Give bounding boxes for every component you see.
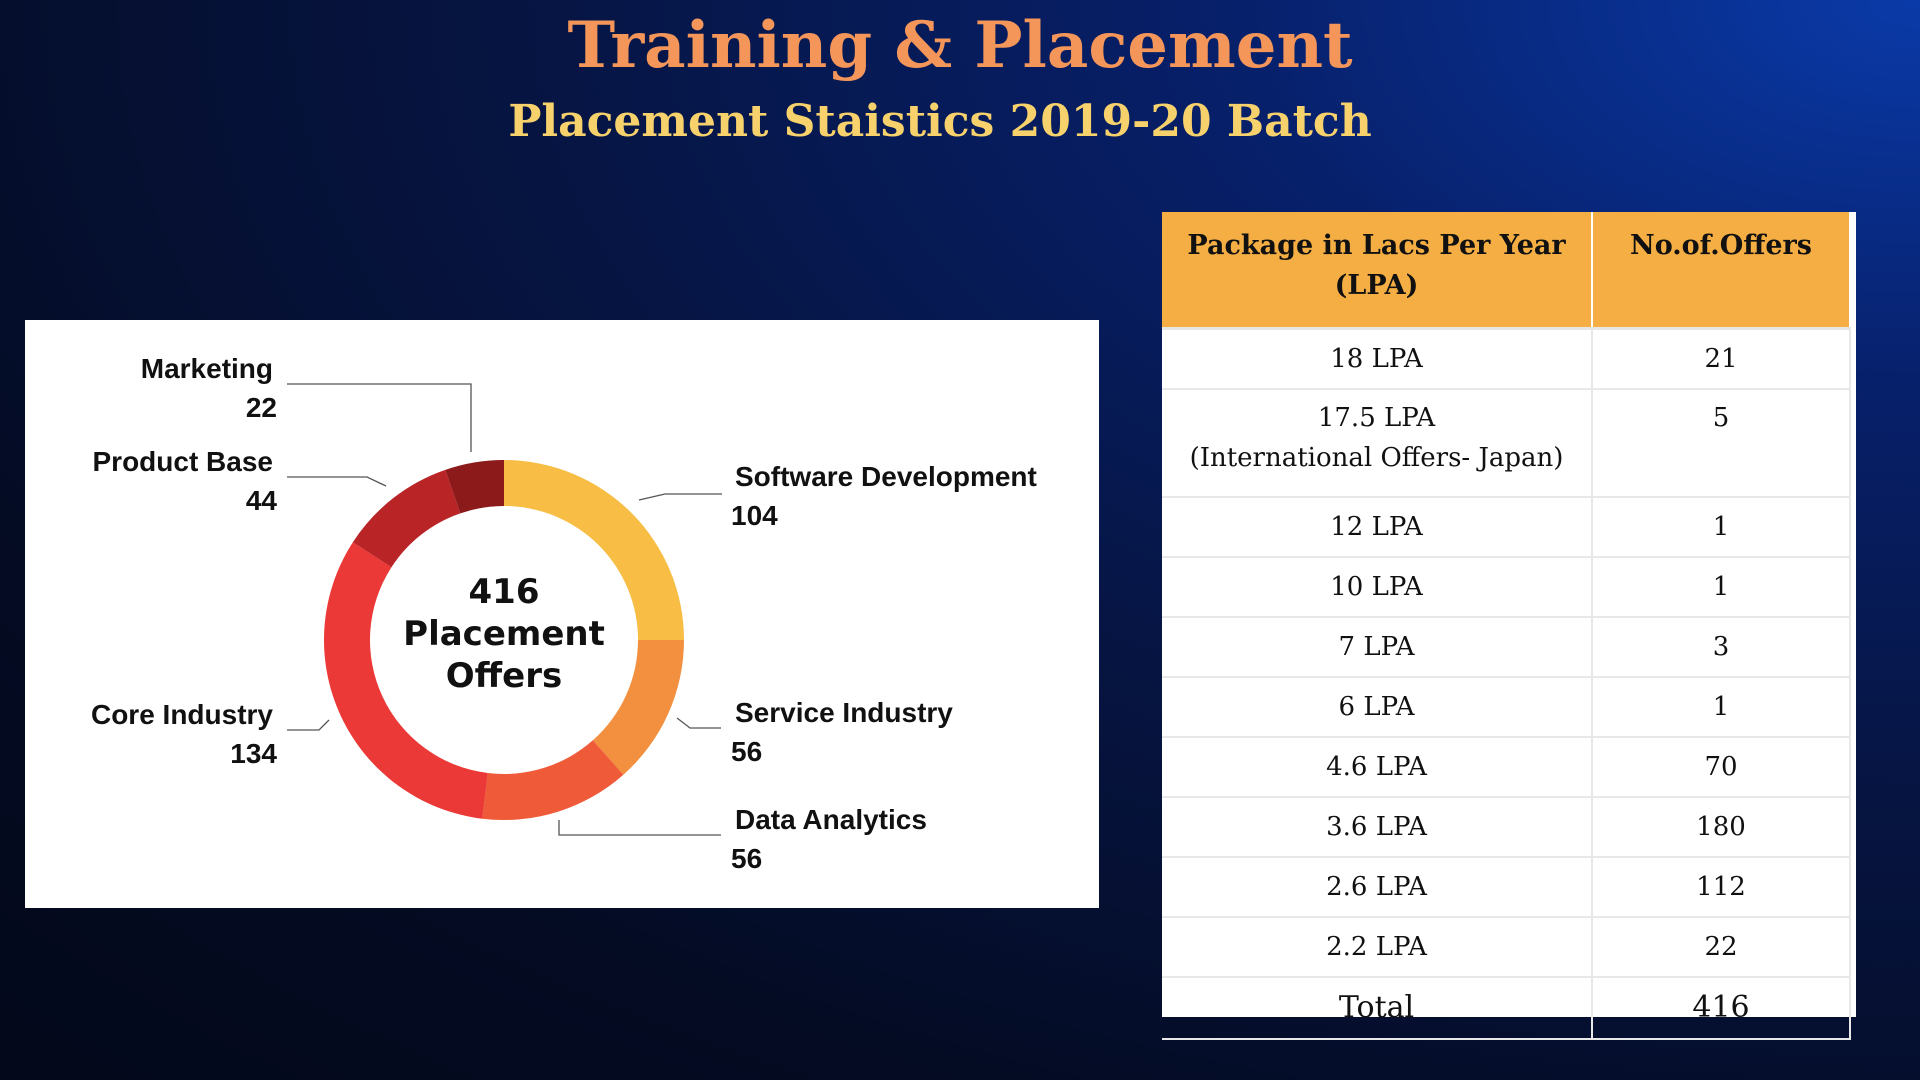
cell-offers: 1 [1592,557,1851,618]
table-row: 2.2 LPA 22 [1162,917,1851,978]
cell-offers: 5 [1592,389,1851,498]
leader-line-marketing [287,383,472,452]
page-subtitle: Placement Staistics 2019-20 Batch [508,96,1372,147]
cell-package: 4.6 LPA [1162,737,1593,798]
header-offers: No.of.Offers [1592,212,1851,330]
cell-offers: 1 [1592,497,1851,558]
cell-offers: 112 [1592,857,1851,918]
slice-label-product-base: Product Base [93,446,274,477]
cell-offers: 70 [1592,737,1851,798]
leader-line-data-analytics [558,820,721,836]
cell-offers: 21 [1592,328,1851,390]
cell-package: 18 LPA [1162,328,1593,390]
table-row: 7 LPA 3 [1162,617,1851,678]
slice-label-marketing: Marketing [141,353,273,384]
donut-chart: Software Development 104 Service Industry 5… [91,353,1037,874]
slice-core-industry [323,542,488,819]
package-note: (International Offers- Japan) [1189,443,1564,473]
center-total: 416 [469,572,540,612]
cell-offers: 1 [1592,677,1851,738]
placement-table: Package in Lacs Per Year (LPA) No.of.Off… [1162,212,1851,1040]
table-row: 18 LPA 21 [1162,328,1851,390]
slice-label-software-development: Software Development [735,461,1037,492]
cell-package: 12 LPA [1162,497,1593,558]
slice-label-data-analytics: Data Analytics [735,804,927,835]
table-row: 3.6 LPA 180 [1162,797,1851,858]
table-row: 12 LPA 1 [1162,497,1851,558]
slice-value-core-industry: 134 [230,738,277,769]
placement-table-panel: Package in Lacs Per Year (LPA) No.of.Off… [1162,212,1856,1040]
cell-package: 6 LPA [1162,677,1593,738]
table-total-row: Total 416 [1162,977,1851,1040]
slice-marketing [445,460,504,514]
leader-line-product-base [287,476,387,487]
cell-package: 2.2 LPA [1162,917,1593,978]
table-header-row: Package in Lacs Per Year (LPA) No.of.Off… [1162,212,1851,330]
slice-value-marketing: 22 [246,392,277,423]
center-label-line1: Placement [403,614,605,654]
leader-line-service-industry [676,717,721,729]
cell-offers: 22 [1592,917,1851,978]
leader-line-software-development [638,493,722,501]
table-row: 6 LPA 1 [1162,677,1851,738]
slice-software-development [504,460,684,640]
package-value: 17.5 LPA [1317,403,1436,433]
slice-data-analytics [482,740,624,820]
slice-service-industry [592,640,684,775]
slice-value-product-base: 44 [246,485,278,516]
cell-package: 10 LPA [1162,557,1593,618]
cell-offers: 3 [1592,617,1851,678]
slice-product-base [352,469,461,568]
cell-package: 17.5 LPA (International Offers- Japan) [1162,389,1593,498]
slice-value-software-development: 104 [731,500,778,531]
cell-offers: 180 [1592,797,1851,858]
slice-label-service-industry: Service Industry [735,697,953,728]
page-title: Training & Placement [567,8,1353,83]
table-row: 4.6 LPA 70 [1162,737,1851,798]
table-row: 2.6 LPA 112 [1162,857,1851,918]
table-row: 10 LPA 1 [1162,557,1851,618]
header-package: Package in Lacs Per Year (LPA) [1162,212,1593,330]
slice-value-service-industry: 56 [731,736,762,767]
donut-chart-panel: Software Development 104 Service Industry 5… [25,320,1099,908]
table-row: 17.5 LPA (International Offers- Japan) 5 [1162,389,1851,498]
slice-label-core-industry: Core Industry [91,699,273,730]
cell-package: 2.6 LPA [1162,857,1593,918]
slice-value-data-analytics: 56 [731,843,762,874]
cell-package: 7 LPA [1162,617,1593,678]
center-label-line2: Offers [446,656,563,696]
leader-line-core-industry [287,719,330,731]
cell-package: 3.6 LPA [1162,797,1593,858]
cell-total-label: Total [1162,977,1593,1040]
cell-total-value: 416 [1592,977,1851,1040]
